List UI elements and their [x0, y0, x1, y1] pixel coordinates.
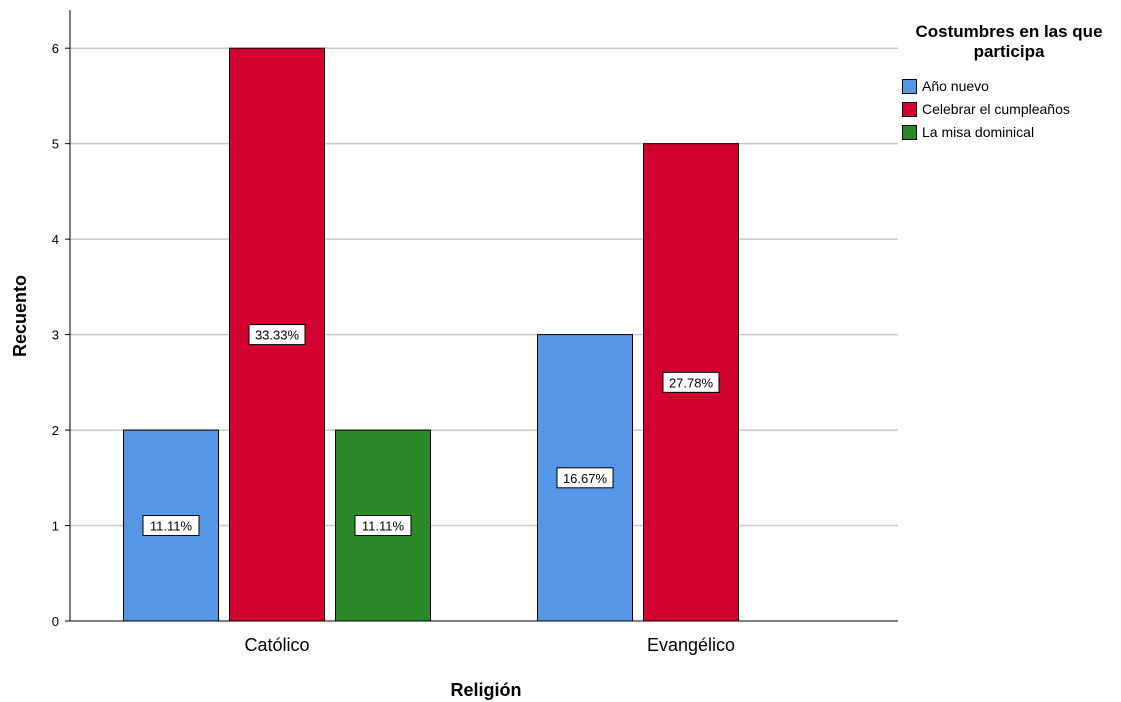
y-axis-title: Recuento	[10, 275, 30, 357]
legend-label: La misa dominical	[922, 124, 1035, 140]
data-label-box	[248, 324, 306, 346]
y-tick-label: 3	[52, 328, 59, 343]
axes: 0 1 2 3 4 5 6 Católico Evangélico	[52, 10, 898, 655]
data-label-box	[354, 515, 412, 537]
data-label: 27.78%	[669, 375, 714, 390]
bars	[123, 47, 739, 622]
data-label: 11.11%	[150, 519, 193, 534]
legend-item: La misa dominical	[902, 122, 1116, 142]
data-label: 33.33%	[255, 328, 300, 343]
data-labels: 11.11% 33.33% 11.11% 16.67% 27.78%	[142, 324, 720, 537]
legend-label: Año nuevo	[922, 78, 989, 94]
legend: Costumbres en las que participa Año nuev…	[902, 22, 1116, 145]
legend-swatch	[902, 101, 917, 117]
y-tick-label: 4	[52, 232, 59, 247]
y-tick-label: 0	[52, 614, 59, 629]
data-label-box	[142, 515, 200, 537]
x-tick-label: Católico	[244, 635, 309, 655]
legend-item: Celebrar el cumpleaños	[902, 99, 1116, 119]
y-tick-label: 1	[52, 519, 59, 534]
y-tick-label: 2	[52, 423, 59, 438]
y-tick-label: 6	[52, 41, 59, 56]
legend-item: Año nuevo	[902, 76, 1116, 96]
legend-swatch	[902, 78, 917, 94]
data-label: 11.11%	[362, 519, 405, 534]
x-tick-label: Evangélico	[647, 635, 735, 655]
x-axis-title: Religión	[451, 680, 522, 700]
legend-items: Año nuevo Celebrar el cumpleaños La misa d…	[902, 76, 1116, 142]
data-label-box	[662, 371, 720, 393]
legend-label: Celebrar el cumpleaños	[922, 101, 1070, 117]
data-label: 16.67%	[563, 471, 608, 486]
legend-title: Costumbres en las que participa	[915, 22, 1103, 61]
data-label-box	[556, 467, 614, 489]
y-tick-label: 5	[52, 137, 59, 152]
legend-swatch	[902, 124, 917, 140]
